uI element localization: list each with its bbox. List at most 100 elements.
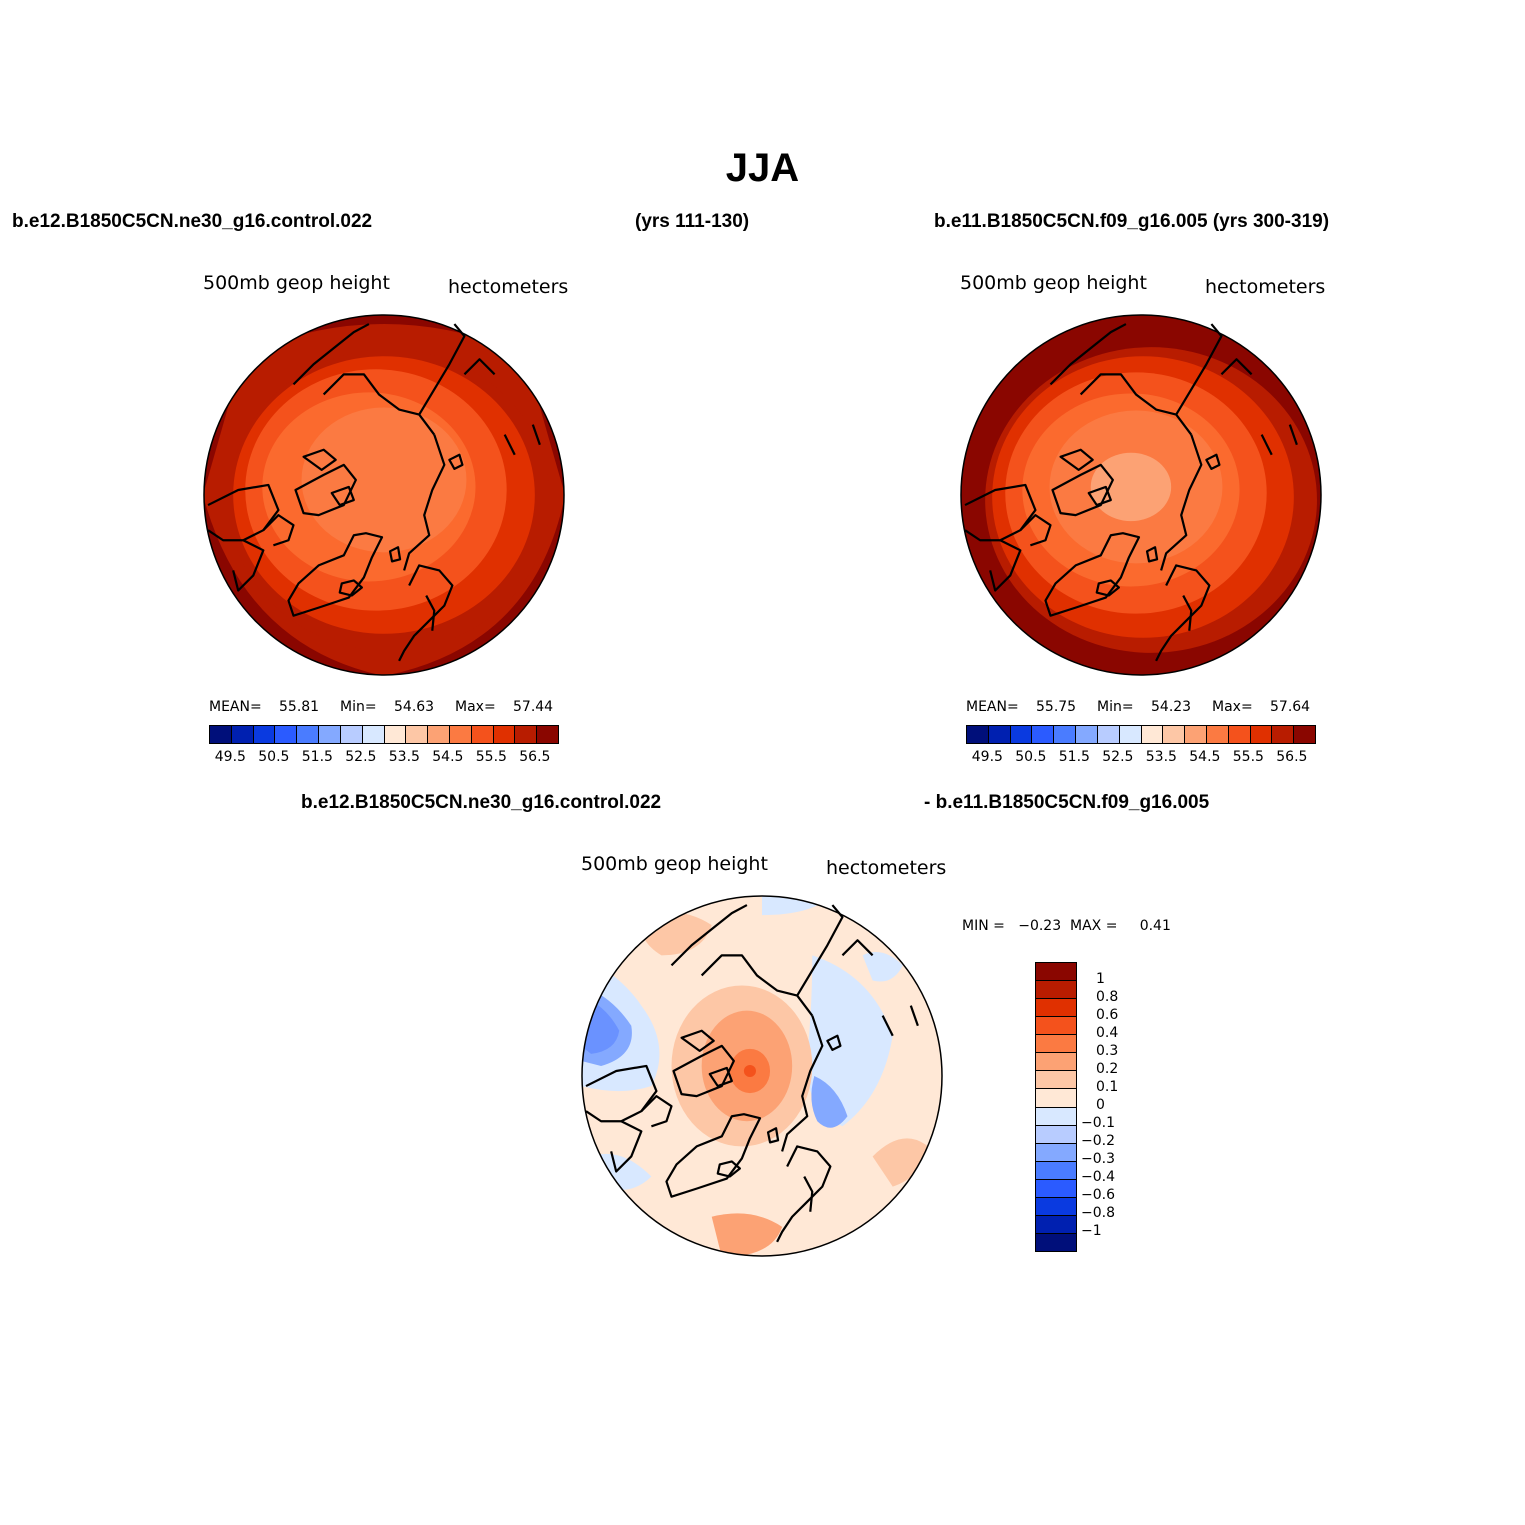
left-colorbar-tick-label: 52.5 — [345, 749, 377, 765]
right-colorbar-swatch — [1097, 726, 1120, 743]
right-colorbar-tick-label: 49.5 — [971, 749, 1003, 765]
left-colorbar-tick-label: 55.5 — [475, 749, 507, 765]
right-colorbar-tick-label: 55.5 — [1232, 749, 1264, 765]
right-min-value: 54.23 — [1151, 699, 1192, 715]
right-colorbar-tick-label: 52.5 — [1102, 749, 1134, 765]
right-min-label: Min= — [1097, 699, 1134, 715]
diff-colorbar-swatch — [1036, 1107, 1076, 1126]
right-colorbar-swatch — [1141, 726, 1164, 743]
right-colorbar-swatch — [1010, 726, 1033, 743]
diff-minmax: MIN = −0.23 MAX = 0.41 — [962, 918, 1171, 934]
left-colorbar-swatch — [406, 726, 429, 743]
left-colorbar-swatch — [515, 726, 538, 743]
left-colorbar-swatch — [449, 726, 472, 743]
diff-colorbar-tick-label: −0.4 — [1081, 1169, 1115, 1185]
right-colorbar-swatch — [1206, 726, 1229, 743]
diff-colorbar-tick-label: −0.8 — [1081, 1205, 1115, 1221]
diff-colorbar-tick-label: 0.4 — [1096, 1025, 1119, 1041]
diff-colorbar-tick-label: −0.1 — [1081, 1115, 1115, 1131]
right-polar-map — [960, 314, 1322, 676]
diff-colorbar-tick-label: −1 — [1081, 1223, 1102, 1239]
diff-colorbar-swatch — [1036, 1035, 1076, 1054]
left-max-label: Max= — [455, 699, 496, 715]
diff-colorbar-swatch — [1036, 999, 1076, 1018]
right-colorbar-tick-label: 53.5 — [1145, 749, 1177, 765]
left-colorbar-swatch — [253, 726, 276, 743]
diff-colorbar-swatch — [1036, 963, 1076, 982]
diff-colorbar-swatch — [1036, 1089, 1076, 1108]
left-colorbar-swatch — [537, 726, 558, 743]
diff-variable-label: 500mb geop height — [581, 853, 768, 875]
left-colorbar-tick-label: 54.5 — [432, 749, 464, 765]
right-colorbar-tick-label: 56.5 — [1276, 749, 1308, 765]
right-colorbar-tick-label: 50.5 — [1015, 749, 1047, 765]
diff-colorbar-tick-label: 0.1 — [1096, 1079, 1119, 1095]
right-colorbar-swatch — [1054, 726, 1077, 743]
left-colorbar-swatch — [493, 726, 516, 743]
diff-units-label: hectometers — [826, 857, 947, 879]
left-colorbar-swatch — [231, 726, 254, 743]
right-colorbar-swatch — [1228, 726, 1251, 743]
right-colorbar-tick-label: 54.5 — [1189, 749, 1221, 765]
right-colorbar-swatch — [1250, 726, 1273, 743]
diff-colorbar-tick-label: 0.2 — [1096, 1061, 1119, 1077]
right-colorbar-swatch — [1294, 726, 1315, 743]
left-colorbar-tick-label: 53.5 — [388, 749, 420, 765]
left-colorbar-swatch — [275, 726, 298, 743]
diff-colorbar — [1035, 962, 1077, 1252]
diff-colorbar-tick-label: −0.3 — [1081, 1151, 1115, 1167]
diff-colorbar-swatch — [1036, 1197, 1076, 1216]
left-colorbar-swatch — [471, 726, 494, 743]
diff-colorbar-swatch — [1036, 1161, 1076, 1180]
diff-colorbar-swatch — [1036, 1017, 1076, 1036]
left-mean-value: 55.81 — [279, 699, 320, 715]
left-variable-label: 500mb geop height — [203, 272, 390, 294]
left-colorbar-tick-label: 56.5 — [519, 749, 551, 765]
left-case-name: b.e12.B1850C5CN.ne30_g16.control.022 — [12, 211, 373, 232]
left-colorbar-tick-label: 51.5 — [301, 749, 333, 765]
left-years: (yrs 111-130) — [635, 211, 750, 232]
right-colorbar-swatch — [988, 726, 1011, 743]
left-min-label: Min= — [340, 699, 377, 715]
left-max-value: 57.44 — [513, 699, 554, 715]
diff-colorbar-swatch — [1036, 1071, 1076, 1090]
diff-polar-map — [581, 895, 943, 1257]
left-min-value: 54.63 — [394, 699, 435, 715]
diff-colorbar-tick-label: 0.6 — [1096, 1007, 1119, 1023]
left-units-label: hectometers — [448, 276, 569, 298]
diff-colorbar-tick-label: −0.2 — [1081, 1133, 1115, 1149]
diff-colorbar-tick-label: 0.3 — [1096, 1043, 1119, 1059]
diff-colorbar-tick-label: −0.6 — [1081, 1187, 1115, 1203]
left-polar-map — [203, 314, 565, 676]
diff-colorbar-swatch — [1036, 1233, 1076, 1251]
left-colorbar-tick-label: 50.5 — [258, 749, 290, 765]
right-colorbar-swatch — [1272, 726, 1295, 743]
diff-colorbar-swatch — [1036, 1215, 1076, 1234]
figure-title: JJA — [725, 146, 800, 190]
diff-colorbar-swatch — [1036, 1053, 1076, 1072]
diff-case-b: - b.e11.B1850C5CN.f09_g16.005 — [924, 792, 1210, 813]
left-colorbar-swatch — [319, 726, 341, 743]
right-colorbar-swatch — [967, 726, 989, 743]
left-colorbar-swatch — [340, 726, 363, 743]
right-mean-value: 55.75 — [1036, 699, 1077, 715]
diff-colorbar-swatch — [1036, 1125, 1076, 1144]
diff-colorbar-swatch — [1036, 1179, 1076, 1198]
left-mean-label: MEAN= — [209, 699, 262, 715]
right-colorbar-swatch — [1032, 726, 1055, 743]
diff-colorbar-tick-label: 0 — [1096, 1097, 1105, 1113]
left-colorbar-tick-label: 49.5 — [214, 749, 246, 765]
right-colorbar-swatch — [1185, 726, 1207, 743]
left-colorbar-swatch — [428, 726, 450, 743]
left-colorbar-swatch — [297, 726, 320, 743]
right-variable-label: 500mb geop height — [960, 272, 1147, 294]
left-colorbar-swatch — [362, 726, 385, 743]
right-case-name: b.e11.B1850C5CN.f09_g16.005 (yrs 300-319… — [934, 211, 1330, 232]
diff-case-a: b.e12.B1850C5CN.ne30_g16.control.022 — [301, 792, 662, 813]
diff-colorbar-tick-label: 0.8 — [1096, 989, 1119, 1005]
right-colorbar — [966, 725, 1316, 744]
right-max-value: 57.64 — [1270, 699, 1311, 715]
right-max-label: Max= — [1212, 699, 1253, 715]
left-colorbar-swatch — [210, 726, 232, 743]
diff-colorbar-swatch — [1036, 1143, 1076, 1162]
